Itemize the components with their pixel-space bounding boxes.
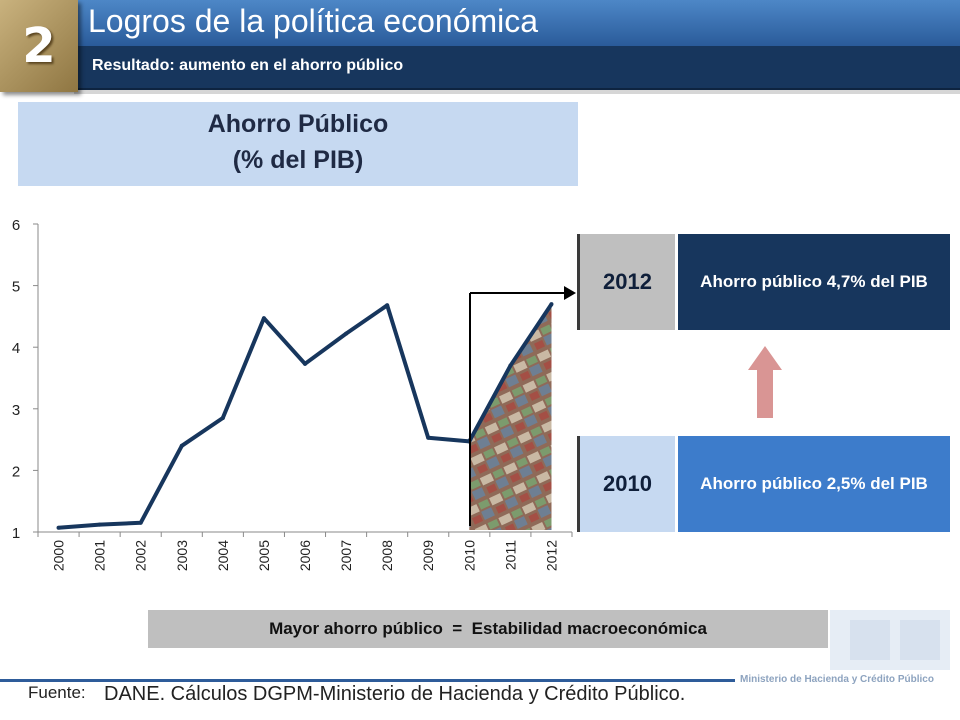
- data-point-2005: [261, 316, 266, 321]
- data-point-2001: [97, 522, 102, 527]
- x-tick-label: 2000: [51, 540, 67, 571]
- page-subtitle: Resultado: aumento en el ahorro público: [92, 57, 404, 74]
- chart-title: Ahorro Público: [207, 110, 389, 138]
- section-number-badge: 2: [0, 0, 78, 92]
- data-point-2008: [385, 303, 390, 308]
- data-point-2003: [179, 443, 184, 448]
- source-text: DANE. Cálculos DGPM-Ministerio de Hacien…: [104, 683, 686, 705]
- data-point-2000: [56, 525, 61, 530]
- data-point-2004: [220, 416, 225, 421]
- ministry-watermark: [830, 610, 950, 670]
- x-tick-label: 2002: [133, 540, 149, 571]
- data-point-2006: [303, 361, 307, 366]
- summary-bar: Mayor ahorro público = Estabilidad macro…: [148, 610, 828, 648]
- banknotes-image: [469, 304, 552, 530]
- y-tick-label: 5: [12, 279, 20, 296]
- x-tick-label: 2010: [461, 540, 477, 571]
- chart-unit: (% del PIB): [232, 146, 364, 174]
- y-tick-label: 1: [12, 525, 20, 542]
- x-tick-label: 2001: [92, 540, 108, 571]
- data-point-2002: [138, 520, 143, 525]
- x-tick-label: 2006: [297, 540, 313, 571]
- y-tick-label: 3: [12, 402, 20, 419]
- year-box-2012: 2012: [577, 234, 675, 330]
- y-axis-ticks: 1 2 3 4 5 6: [12, 217, 38, 542]
- ministry-name: Ministerio de Hacienda y Crédito Público: [740, 674, 934, 685]
- x-tick-label: 2012: [543, 540, 559, 571]
- header-title-bar: [76, 0, 960, 46]
- up-arrow-icon: [748, 346, 782, 418]
- y-tick-label: 2: [12, 463, 20, 480]
- x-tick-label: 2007: [338, 540, 354, 571]
- footer-line: [0, 679, 735, 682]
- data-point-2012: [549, 302, 554, 307]
- year-box-2010: 2010: [577, 436, 675, 532]
- x-tick-label: 2011: [502, 540, 518, 570]
- savings-box-2012: Ahorro público 4,7% del PIB: [678, 234, 950, 330]
- source-label: Fuente:: [28, 683, 86, 702]
- section-number: 2: [22, 18, 56, 74]
- x-axis-ticks: 2000 2001 2002 2003 2004 2005 2006 2007 2008 2009…: [37, 532, 573, 571]
- arrow-to-2012-icon: [564, 286, 576, 300]
- x-tick-label: 2003: [174, 540, 190, 571]
- header-subtitle-bar: [76, 46, 960, 90]
- y-tick-label: 4: [12, 340, 20, 357]
- page-title: Logros de la política económica: [88, 3, 539, 39]
- data-point-2009: [426, 435, 431, 440]
- x-tick-label: 2008: [379, 540, 395, 571]
- data-point-2007: [344, 331, 349, 336]
- y-tick-label: 6: [12, 217, 20, 234]
- chart-title-box: Ahorro Público (% del PIB): [18, 102, 578, 186]
- x-tick-label: 2005: [256, 540, 272, 571]
- x-tick-label: 2004: [215, 540, 231, 571]
- x-tick-label: 2009: [420, 540, 436, 571]
- savings-box-2010: Ahorro público 2,5% del PIB: [678, 436, 950, 532]
- data-point-2011: [508, 363, 513, 368]
